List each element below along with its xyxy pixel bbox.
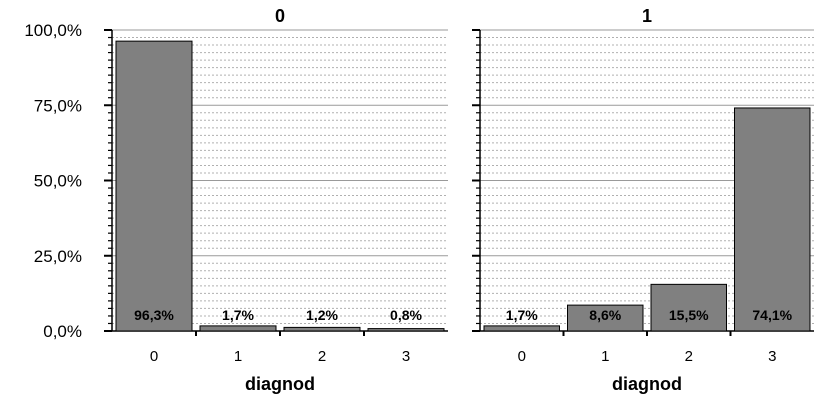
data-label-1-1: 8,6%	[589, 307, 621, 323]
data-label-0-2: 1,2%	[306, 307, 338, 323]
data-label-1-3: 74,1%	[752, 307, 792, 323]
x-tick-label-0-3: 3	[402, 348, 410, 365]
x-tick-label-0-0: 0	[150, 348, 158, 365]
data-label-0-0: 96,3%	[134, 307, 174, 323]
x-tick-label-1-0: 0	[518, 348, 526, 365]
bar-0-0	[115, 40, 193, 332]
data-label-0-3: 0,8%	[390, 307, 422, 323]
bar-0-3	[367, 328, 445, 332]
y-axis-labels: 0,0% 25,0% 50,0% 75,0% 100,0%	[24, 21, 82, 341]
bar-0-2	[283, 326, 361, 332]
data-label-1-2: 15,5%	[669, 307, 709, 323]
bar-1-1	[567, 304, 644, 332]
bar-1-0	[483, 325, 560, 332]
y-tick-label-0: 0,0%	[43, 322, 82, 341]
y-tick-label-4: 100,0%	[24, 21, 82, 40]
panel-0: 96,3% 0 1,7% 1 1,2% 2 0,8% 3 0 diagnod	[104, 6, 448, 394]
bar-1-3	[734, 107, 811, 332]
x-tick-label-0-1: 1	[234, 348, 242, 365]
panel-title-1: 1	[642, 6, 652, 26]
data-label-0-1: 1,7%	[222, 307, 254, 323]
x-tick-label-0-2: 2	[318, 348, 326, 365]
x-axis-title-1: diagnod	[612, 374, 682, 394]
data-label-1-0: 1,7%	[506, 307, 538, 323]
panel-title-0: 0	[275, 6, 285, 26]
x-axis-title-0: diagnod	[245, 374, 315, 394]
y-tick-label-2: 50,0%	[34, 172, 82, 191]
bar-0-1	[199, 325, 277, 332]
y-tick-label-3: 75,0%	[34, 96, 82, 115]
y-tick-label-1: 25,0%	[34, 247, 82, 266]
x-tick-label-1-3: 3	[768, 348, 776, 365]
x-tick-label-1-1: 1	[601, 348, 609, 365]
bar-1-2	[650, 283, 727, 332]
x-tick-label-1-2: 2	[685, 348, 693, 365]
